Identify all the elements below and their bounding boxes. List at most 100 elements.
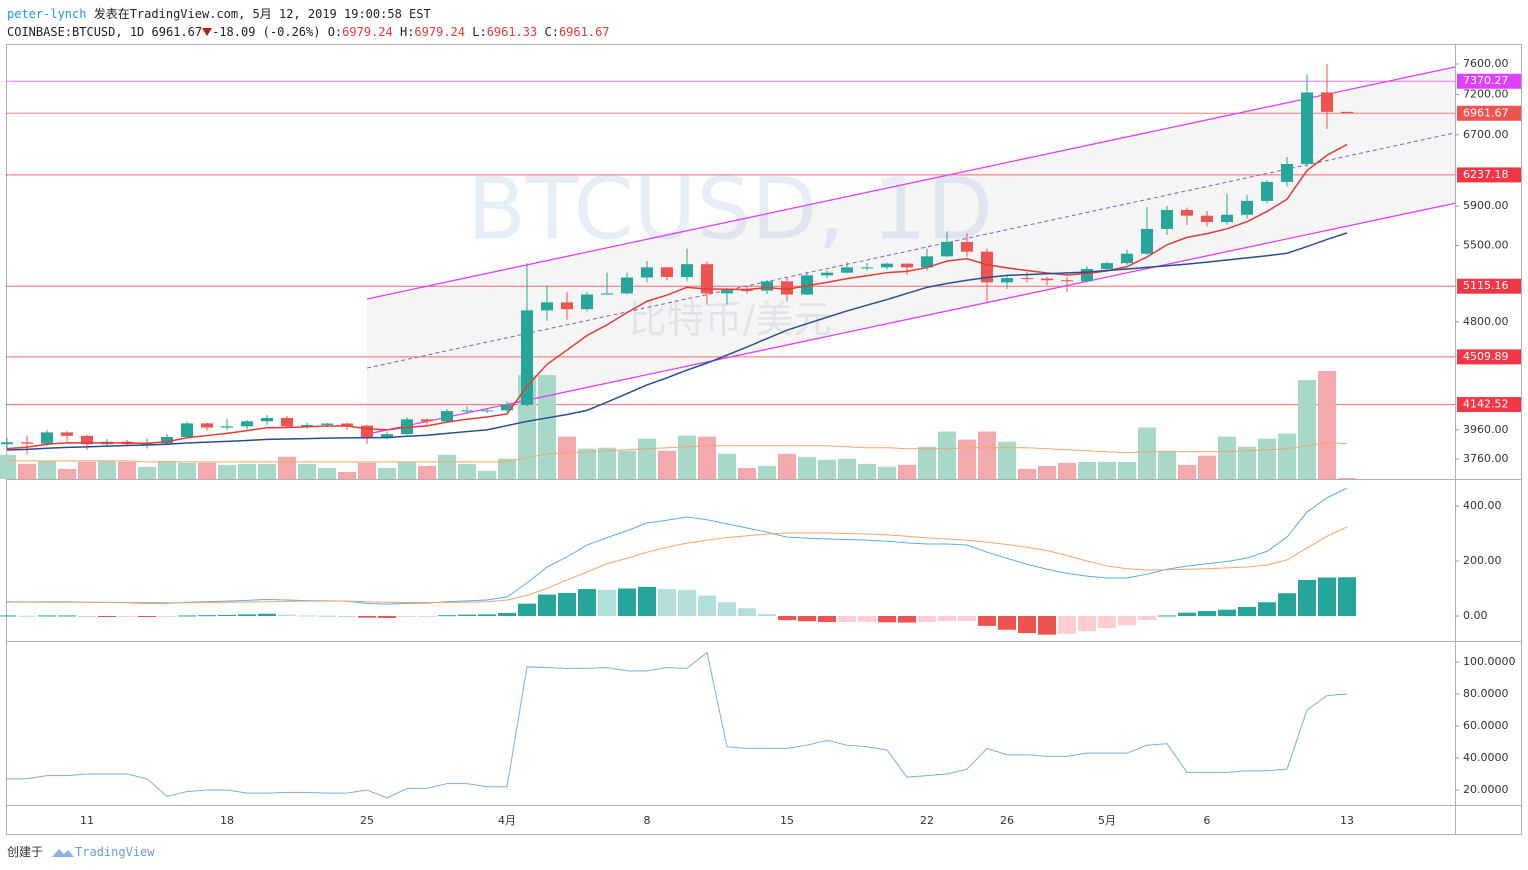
histogram-bar bbox=[518, 603, 536, 617]
price-badge bbox=[1457, 105, 1521, 121]
candle-body bbox=[421, 419, 433, 422]
volume-bar bbox=[338, 471, 356, 479]
histogram-bar bbox=[598, 589, 616, 617]
y-tick-label: 3760.00 bbox=[1463, 452, 1509, 465]
histogram-bar bbox=[118, 616, 136, 618]
volume-bar bbox=[618, 450, 636, 479]
volume-bar bbox=[858, 463, 876, 479]
y-tick-label: 40.0000 bbox=[1463, 751, 1509, 764]
header-line: COINBASE:BTCUSD, 1D 6961.67 -18.09 (-0.26… bbox=[7, 23, 610, 41]
author[interactable]: peter-lynch bbox=[7, 7, 87, 21]
candle-body bbox=[1261, 181, 1273, 201]
ohlc-label: C: bbox=[544, 25, 559, 39]
histogram-bar bbox=[398, 616, 416, 618]
histogram-bar bbox=[1058, 616, 1076, 634]
candle-body bbox=[221, 426, 233, 428]
histogram-bar bbox=[438, 615, 456, 617]
volume-bar bbox=[0, 454, 16, 479]
histogram-bar bbox=[578, 589, 596, 617]
brand-logo[interactable] bbox=[51, 845, 75, 859]
volume-bar bbox=[1338, 477, 1356, 479]
volume-bar bbox=[1318, 371, 1336, 479]
symbol: COINBASE:BTCUSD, 1D bbox=[7, 25, 145, 39]
volume-bar bbox=[1058, 462, 1076, 479]
histogram-bar bbox=[78, 616, 96, 618]
volume-bar bbox=[358, 462, 376, 479]
candle-body bbox=[941, 241, 953, 257]
x-tick-label: 18 bbox=[220, 814, 234, 827]
candle-body bbox=[1221, 214, 1233, 223]
ohlc-label: H: bbox=[399, 25, 415, 39]
volume-bar bbox=[198, 462, 216, 479]
candle-body bbox=[641, 267, 653, 278]
histogram-bar bbox=[98, 616, 116, 618]
candle-body bbox=[1281, 163, 1293, 182]
price-badge-label: 5115.16 bbox=[1463, 279, 1509, 292]
histogram-bar bbox=[978, 616, 996, 626]
watermark: BTCUSD, 1D bbox=[467, 159, 993, 259]
candle-body bbox=[1041, 278, 1053, 281]
candle-body bbox=[61, 432, 73, 436]
volume-bar bbox=[678, 435, 696, 479]
volume-bar bbox=[1018, 468, 1036, 479]
volume-bar bbox=[1038, 465, 1056, 479]
histogram-bar bbox=[158, 616, 176, 618]
histogram-bar bbox=[758, 614, 776, 617]
histogram-bar bbox=[778, 616, 796, 621]
candle-body bbox=[341, 423, 353, 426]
histogram-bar bbox=[898, 616, 916, 623]
histogram-bar bbox=[1338, 577, 1356, 617]
histogram-bar bbox=[1018, 616, 1036, 634]
y-tick-label: 200.00 bbox=[1463, 554, 1502, 567]
volume-bar bbox=[238, 463, 256, 479]
volume-bar bbox=[218, 464, 236, 479]
candle-body bbox=[1181, 209, 1193, 216]
volume-bar bbox=[558, 436, 576, 479]
candle-body bbox=[681, 264, 693, 277]
moving-average bbox=[6, 143, 1348, 450]
histogram-bar bbox=[858, 616, 876, 623]
volume-bar bbox=[1218, 436, 1236, 479]
header-line: peter-lynch 发表在TradingView.com, 5月 12, 2… bbox=[7, 5, 610, 23]
histogram-bar bbox=[1098, 616, 1116, 629]
change: -18.09 (-0.26%) bbox=[212, 25, 321, 39]
candle-body bbox=[1201, 215, 1213, 223]
volume-bar bbox=[1078, 461, 1096, 479]
x-tick-label: 11 bbox=[80, 814, 94, 827]
volume-bar bbox=[498, 458, 516, 479]
last-price: 6961.67 bbox=[151, 25, 203, 39]
volume-bar bbox=[818, 459, 836, 479]
price-badge bbox=[1457, 167, 1521, 183]
histogram-bar bbox=[1318, 577, 1336, 617]
volume-bar bbox=[538, 375, 556, 479]
volume-bar bbox=[378, 467, 396, 479]
histogram-bar bbox=[138, 616, 156, 618]
brand[interactable]: TradingView bbox=[75, 844, 155, 859]
histogram-bar bbox=[618, 588, 636, 617]
y-tick-label: 80.0000 bbox=[1463, 687, 1509, 700]
candle-body bbox=[561, 302, 573, 310]
histogram-bar bbox=[838, 616, 856, 623]
down-arrow bbox=[202, 28, 213, 36]
channel-lower bbox=[366, 202, 1456, 435]
volume-bar bbox=[78, 461, 96, 479]
y-tick-label: 0.00 bbox=[1463, 609, 1488, 622]
candle-body bbox=[301, 424, 313, 427]
candle-body bbox=[281, 417, 293, 427]
ohlc-value: 6979.24 bbox=[414, 25, 465, 39]
ohlc-value: 6961.33 bbox=[486, 25, 538, 39]
volume-bar bbox=[1278, 433, 1296, 479]
price-badge-label: 6237.18 bbox=[1463, 168, 1509, 181]
price-badge bbox=[1457, 397, 1521, 413]
volume-bar bbox=[798, 456, 816, 479]
header: peter-lynch 发表在TradingView.com, 5月 12, 2… bbox=[7, 5, 610, 41]
candle-body bbox=[1, 442, 13, 445]
ohlc-label: O: bbox=[327, 25, 343, 39]
candle-body bbox=[921, 256, 933, 268]
volume-bar bbox=[58, 468, 76, 479]
y-tick-label: 5900.00 bbox=[1463, 199, 1509, 212]
channel-middle bbox=[366, 132, 1456, 369]
volume-bar bbox=[1118, 461, 1136, 479]
candle-body bbox=[521, 310, 533, 405]
volume-bar bbox=[778, 453, 796, 479]
